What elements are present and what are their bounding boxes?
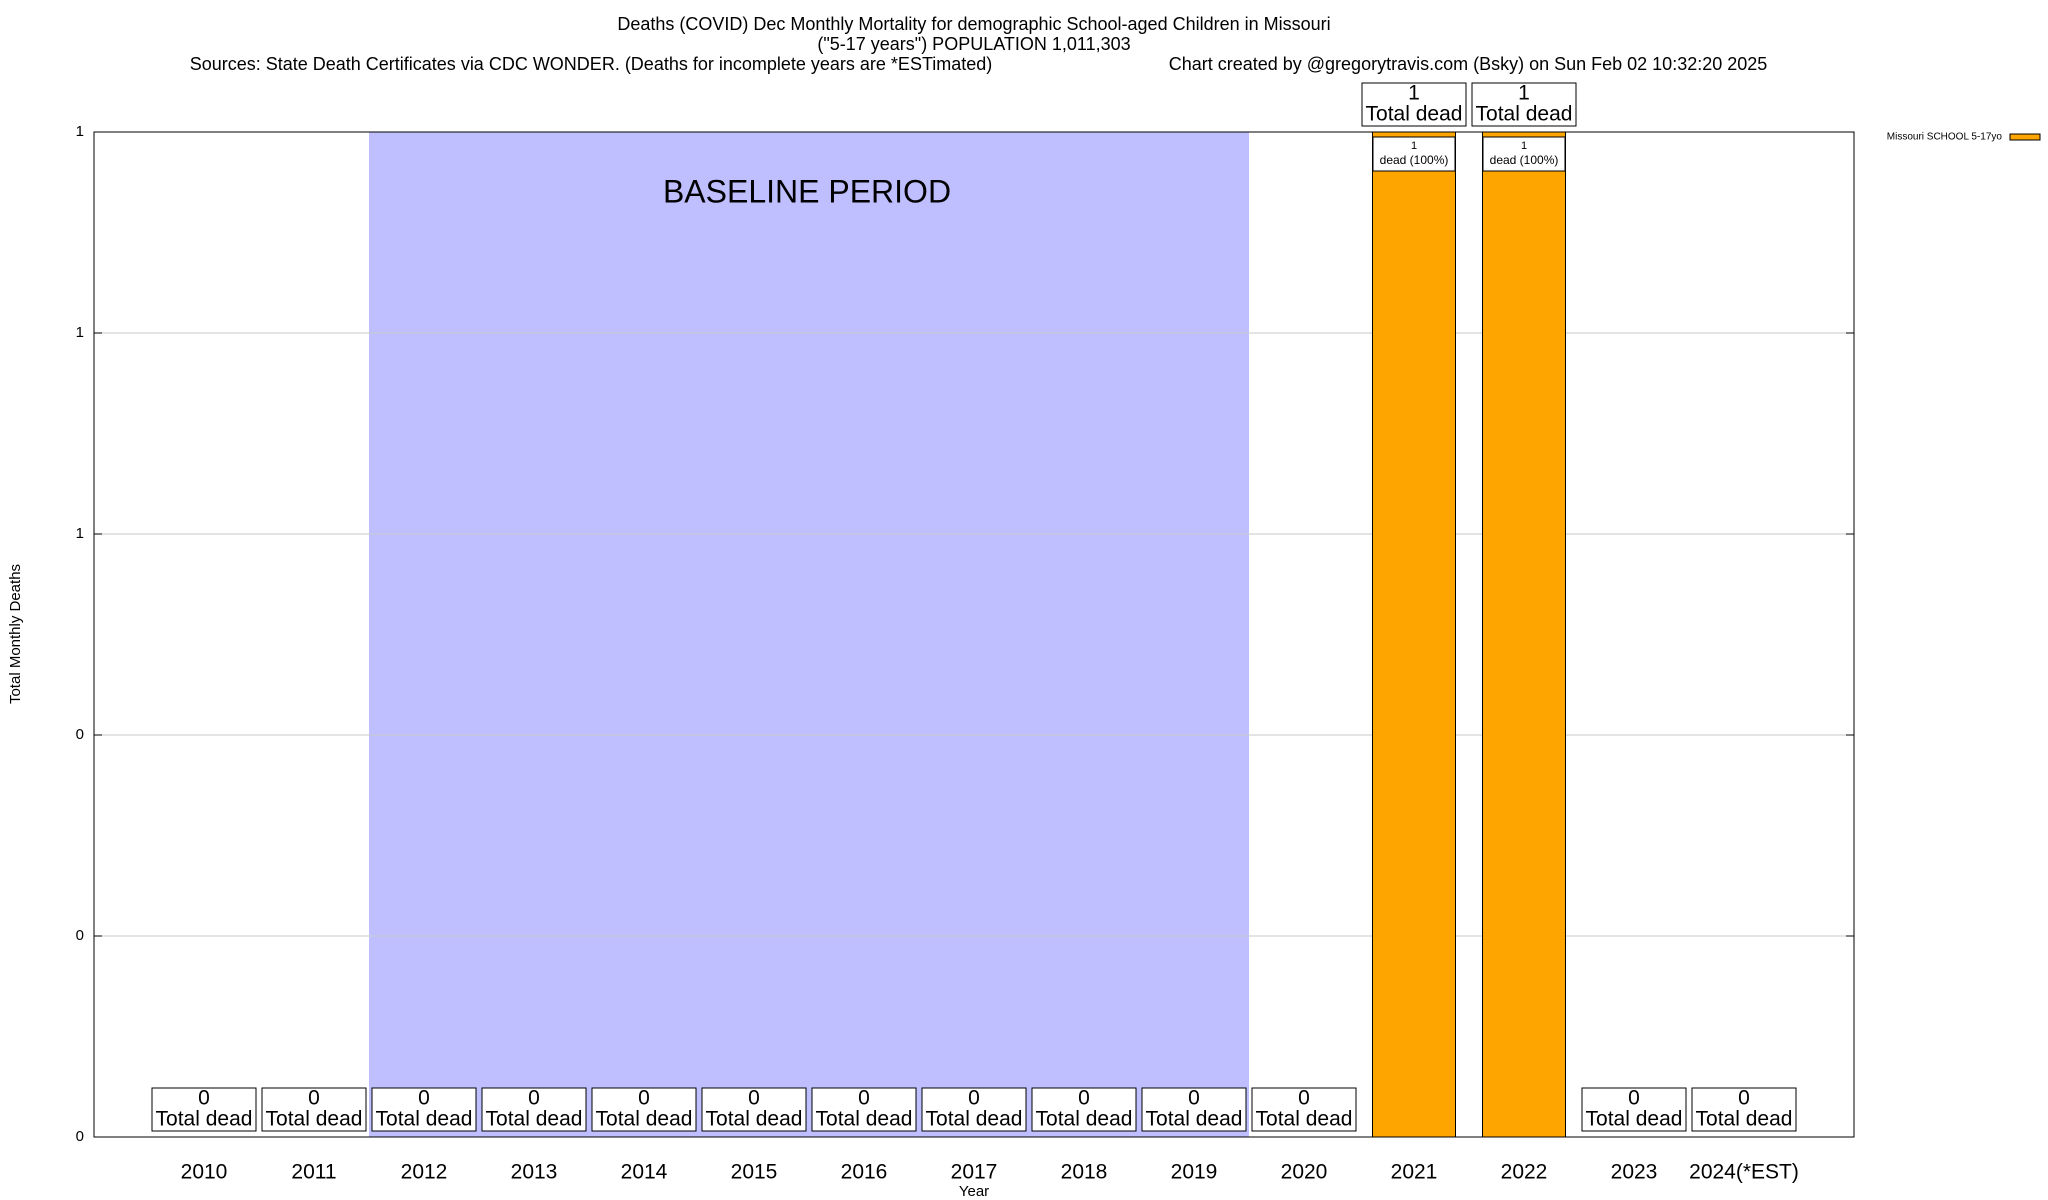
x-tick-label: 2012 (401, 1161, 448, 1184)
total-text-label: Total dead (596, 1108, 693, 1131)
y-tick-label: 0 (76, 1128, 84, 1145)
total-text-label: Total dead (1696, 1108, 1793, 1131)
total-value-label: 0 (528, 1087, 540, 1110)
total-text-label: Total dead (486, 1108, 583, 1131)
plot-frame (93, 131, 1855, 1138)
total-label-box (1581, 1087, 1687, 1132)
bar (1372, 131, 1456, 1138)
total-value-label: 0 (968, 1087, 980, 1110)
total-value-label: 1 (1518, 82, 1530, 105)
credit-note: Chart created by @gregorytravis.com (Bsk… (1169, 54, 1768, 74)
x-tick-label: 2011 (291, 1161, 336, 1184)
legend-label: Missouri SCHOOL 5-17yo (1887, 132, 2003, 143)
x-tick-label: 2015 (731, 1161, 778, 1184)
y-tick-label: 1 (76, 123, 84, 140)
total-label-box (811, 1087, 917, 1132)
total-label-box (261, 1087, 367, 1132)
total-label-box (591, 1087, 697, 1132)
y-tick-label: 1 (76, 324, 84, 341)
segment-text-label: dead (100%) (1490, 153, 1559, 167)
x-tick-label: 2024(*EST) (1689, 1161, 1799, 1184)
total-label-box (371, 1087, 477, 1132)
total-value-label: 0 (198, 1087, 210, 1110)
segment-label-box (1372, 136, 1456, 172)
segment-value-label: 1 (1521, 140, 1527, 152)
total-text-label: Total dead (1256, 1108, 1353, 1131)
x-tick-label: 2014 (621, 1161, 668, 1184)
y-tick-label: 0 (76, 927, 84, 944)
baseline-label: BASELINE PERIOD (663, 173, 951, 209)
x-tick-label: 2010 (181, 1161, 228, 1184)
total-label-box (1141, 1087, 1247, 1132)
y-tick-label: 1 (76, 525, 84, 542)
total-label-box (921, 1087, 1027, 1132)
legend-swatch (2009, 133, 2041, 141)
segment-text-label: dead (100%) (1380, 153, 1449, 167)
total-value-label: 0 (418, 1087, 430, 1110)
total-label-box (701, 1087, 807, 1132)
total-value-label: 0 (1628, 1087, 1640, 1110)
total-text-label: Total dead (266, 1108, 363, 1131)
total-value-label: 0 (1738, 1087, 1750, 1110)
total-label-box (481, 1087, 587, 1132)
total-text-label: Total dead (1036, 1108, 1133, 1131)
total-label-box (1691, 1087, 1797, 1132)
x-tick-label: 2023 (1611, 1161, 1658, 1184)
total-value-label: 0 (858, 1087, 870, 1110)
x-tick-label: 2020 (1281, 1161, 1328, 1184)
x-tick-label: 2022 (1501, 1161, 1548, 1184)
x-tick-label: 2019 (1171, 1161, 1218, 1184)
total-value-label: 0 (1188, 1087, 1200, 1110)
chart-title: Deaths (COVID) Dec Monthly Mortality for… (617, 14, 1330, 34)
source-note: Sources: State Death Certificates via CD… (190, 54, 993, 74)
x-tick-label: 2017 (951, 1161, 998, 1184)
total-value-label: 0 (308, 1087, 320, 1110)
total-text-label: Total dead (926, 1108, 1023, 1131)
total-value-label: 0 (1078, 1087, 1090, 1110)
chart-subtitle: ("5-17 years") POPULATION 1,011,303 (817, 34, 1130, 54)
y-axis-label: Total Monthly Deaths (7, 564, 24, 704)
total-value-label: 1 (1408, 82, 1420, 105)
total-text-label: Total dead (706, 1108, 803, 1131)
x-tick-label: 2021 (1391, 1161, 1438, 1184)
total-text-label: Total dead (156, 1108, 253, 1131)
x-tick-label: 2013 (511, 1161, 558, 1184)
x-tick-label: 2018 (1061, 1161, 1108, 1184)
total-text-label: Total dead (816, 1108, 913, 1131)
total-text-label: Total dead (1146, 1108, 1243, 1131)
total-value-label: 0 (638, 1087, 650, 1110)
total-value-label: 0 (1298, 1087, 1310, 1110)
x-tick-label: 2016 (841, 1161, 888, 1184)
total-label-box (151, 1087, 257, 1132)
total-label-box (1031, 1087, 1137, 1132)
total-label-box (1251, 1087, 1357, 1132)
baseline-shade (369, 132, 1249, 1137)
segment-label-box (1482, 136, 1566, 172)
total-text-label: Total dead (1476, 103, 1573, 126)
total-value-label: 0 (748, 1087, 760, 1110)
bar (1482, 131, 1566, 1138)
total-text-label: Total dead (376, 1108, 473, 1131)
x-axis-label: Year (959, 1183, 989, 1200)
y-tick-label: 0 (76, 726, 84, 743)
total-text-label: Total dead (1586, 1108, 1683, 1131)
total-label-box (1471, 82, 1577, 127)
total-label-box (1361, 82, 1467, 127)
segment-value-label: 1 (1411, 140, 1417, 152)
total-text-label: Total dead (1366, 103, 1463, 126)
